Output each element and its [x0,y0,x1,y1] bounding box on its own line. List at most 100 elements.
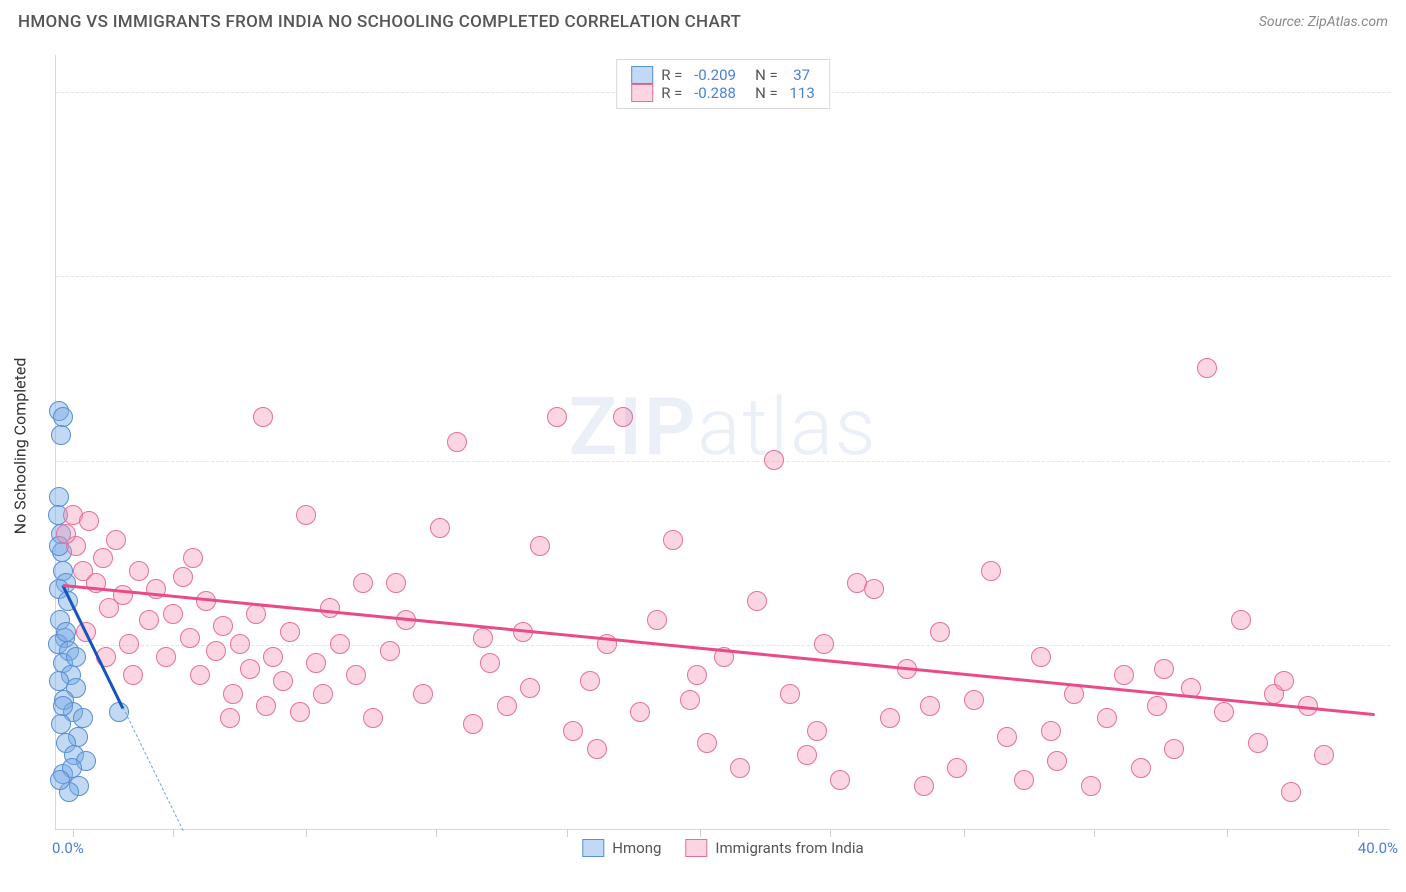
scatter-point [263,647,283,667]
watermark-atlas: atlas [697,380,877,474]
scatter-point [613,407,633,427]
x-tick [73,829,74,837]
n-label: N = [744,66,782,84]
scatter-point [663,530,683,550]
scatter-point [230,634,250,654]
scatter-point [630,702,650,722]
scatter-point [563,721,583,741]
gridline [56,276,1390,277]
scatter-point [290,702,310,722]
series-legend: Hmong Immigrants from India [582,839,863,857]
x-tick [306,829,307,837]
scatter-point [920,696,940,716]
y-tick-label: 1.5% [1395,636,1406,654]
scatter-point [1197,358,1217,378]
scatter-point [747,591,767,611]
scatter-point [273,671,293,691]
scatter-point [1281,782,1301,802]
legend-item: Hmong [582,839,661,857]
scatter-point [380,641,400,661]
scatter-point [106,530,126,550]
scatter-point [119,634,139,654]
scatter-point [280,622,300,642]
correlation-legend-row: R = -0.288 N = 113 [631,84,815,102]
scatter-point [313,684,333,704]
scatter-plot-area: ZIPatlas R = -0.209 N = 37R = -0.288 N =… [55,55,1390,830]
scatter-point [447,432,467,452]
scatter-point [330,634,350,654]
chart-title: HMONG VS IMMIGRANTS FROM INDIA NO SCHOOL… [18,12,741,32]
n-value: 37 [790,66,811,84]
watermark-zip: ZIP [569,380,698,474]
scatter-point [1041,721,1061,741]
scatter-point [814,634,834,654]
scatter-point [647,610,667,630]
scatter-point [190,665,210,685]
scatter-point [363,708,383,728]
scatter-point [206,641,226,661]
trend-line-dashed [122,707,183,830]
scatter-point [129,561,149,581]
source-attribution: Source: ZipAtlas.com [1259,14,1388,30]
scatter-point [213,616,233,636]
scatter-point [123,665,143,685]
x-tick [700,829,701,837]
scatter-point [173,567,193,587]
scatter-point [93,548,113,568]
r-value: -0.288 [694,84,736,102]
legend-item: Immigrants from India [685,839,863,857]
legend-swatch [685,839,707,857]
scatter-point [346,665,366,685]
scatter-point [764,450,784,470]
scatter-point [797,745,817,765]
correlation-legend-row: R = -0.209 N = 37 [631,66,815,84]
legend-swatch [582,839,604,857]
x-tick [436,829,437,837]
scatter-point [780,684,800,704]
scatter-point [997,727,1017,747]
scatter-point [353,573,373,593]
scatter-point [53,407,73,427]
scatter-point [73,708,93,728]
scatter-point [296,505,316,525]
scatter-point [1231,610,1251,630]
y-tick-label: 6.0% [1395,83,1406,101]
scatter-point [1314,745,1334,765]
scatter-point [1097,708,1117,728]
scatter-point [587,739,607,759]
scatter-point [730,758,750,778]
scatter-point [1147,696,1167,716]
scatter-point [914,776,934,796]
scatter-point [51,425,71,445]
scatter-point [547,407,567,427]
scatter-point [223,684,243,704]
x-tick [1094,829,1095,837]
scatter-point [413,684,433,704]
scatter-point [830,770,850,790]
scatter-point [53,696,73,716]
x-axis-min-label: 0.0% [52,839,84,857]
scatter-point [56,524,76,544]
scatter-point [580,671,600,691]
correlation-legend: R = -0.209 N = 37R = -0.288 N = 113 [616,59,830,109]
scatter-point [964,690,984,710]
y-tick-label: 4.5% [1395,267,1406,285]
scatter-point [49,487,69,507]
scatter-point [1031,647,1051,667]
scatter-point [240,659,260,679]
gridline [56,461,1390,462]
scatter-point [386,573,406,593]
scatter-point [981,561,1001,581]
scatter-point [1131,758,1151,778]
x-tick [567,829,568,837]
legend-swatch [631,84,653,102]
scatter-point [253,407,273,427]
scatter-point [520,678,540,698]
legend-swatch [631,66,653,84]
n-value: 113 [790,84,815,102]
r-value: -0.209 [694,66,736,84]
scatter-point [139,610,159,630]
scatter-point [687,665,707,685]
x-tick [830,829,831,837]
r-label: R = [661,84,686,102]
